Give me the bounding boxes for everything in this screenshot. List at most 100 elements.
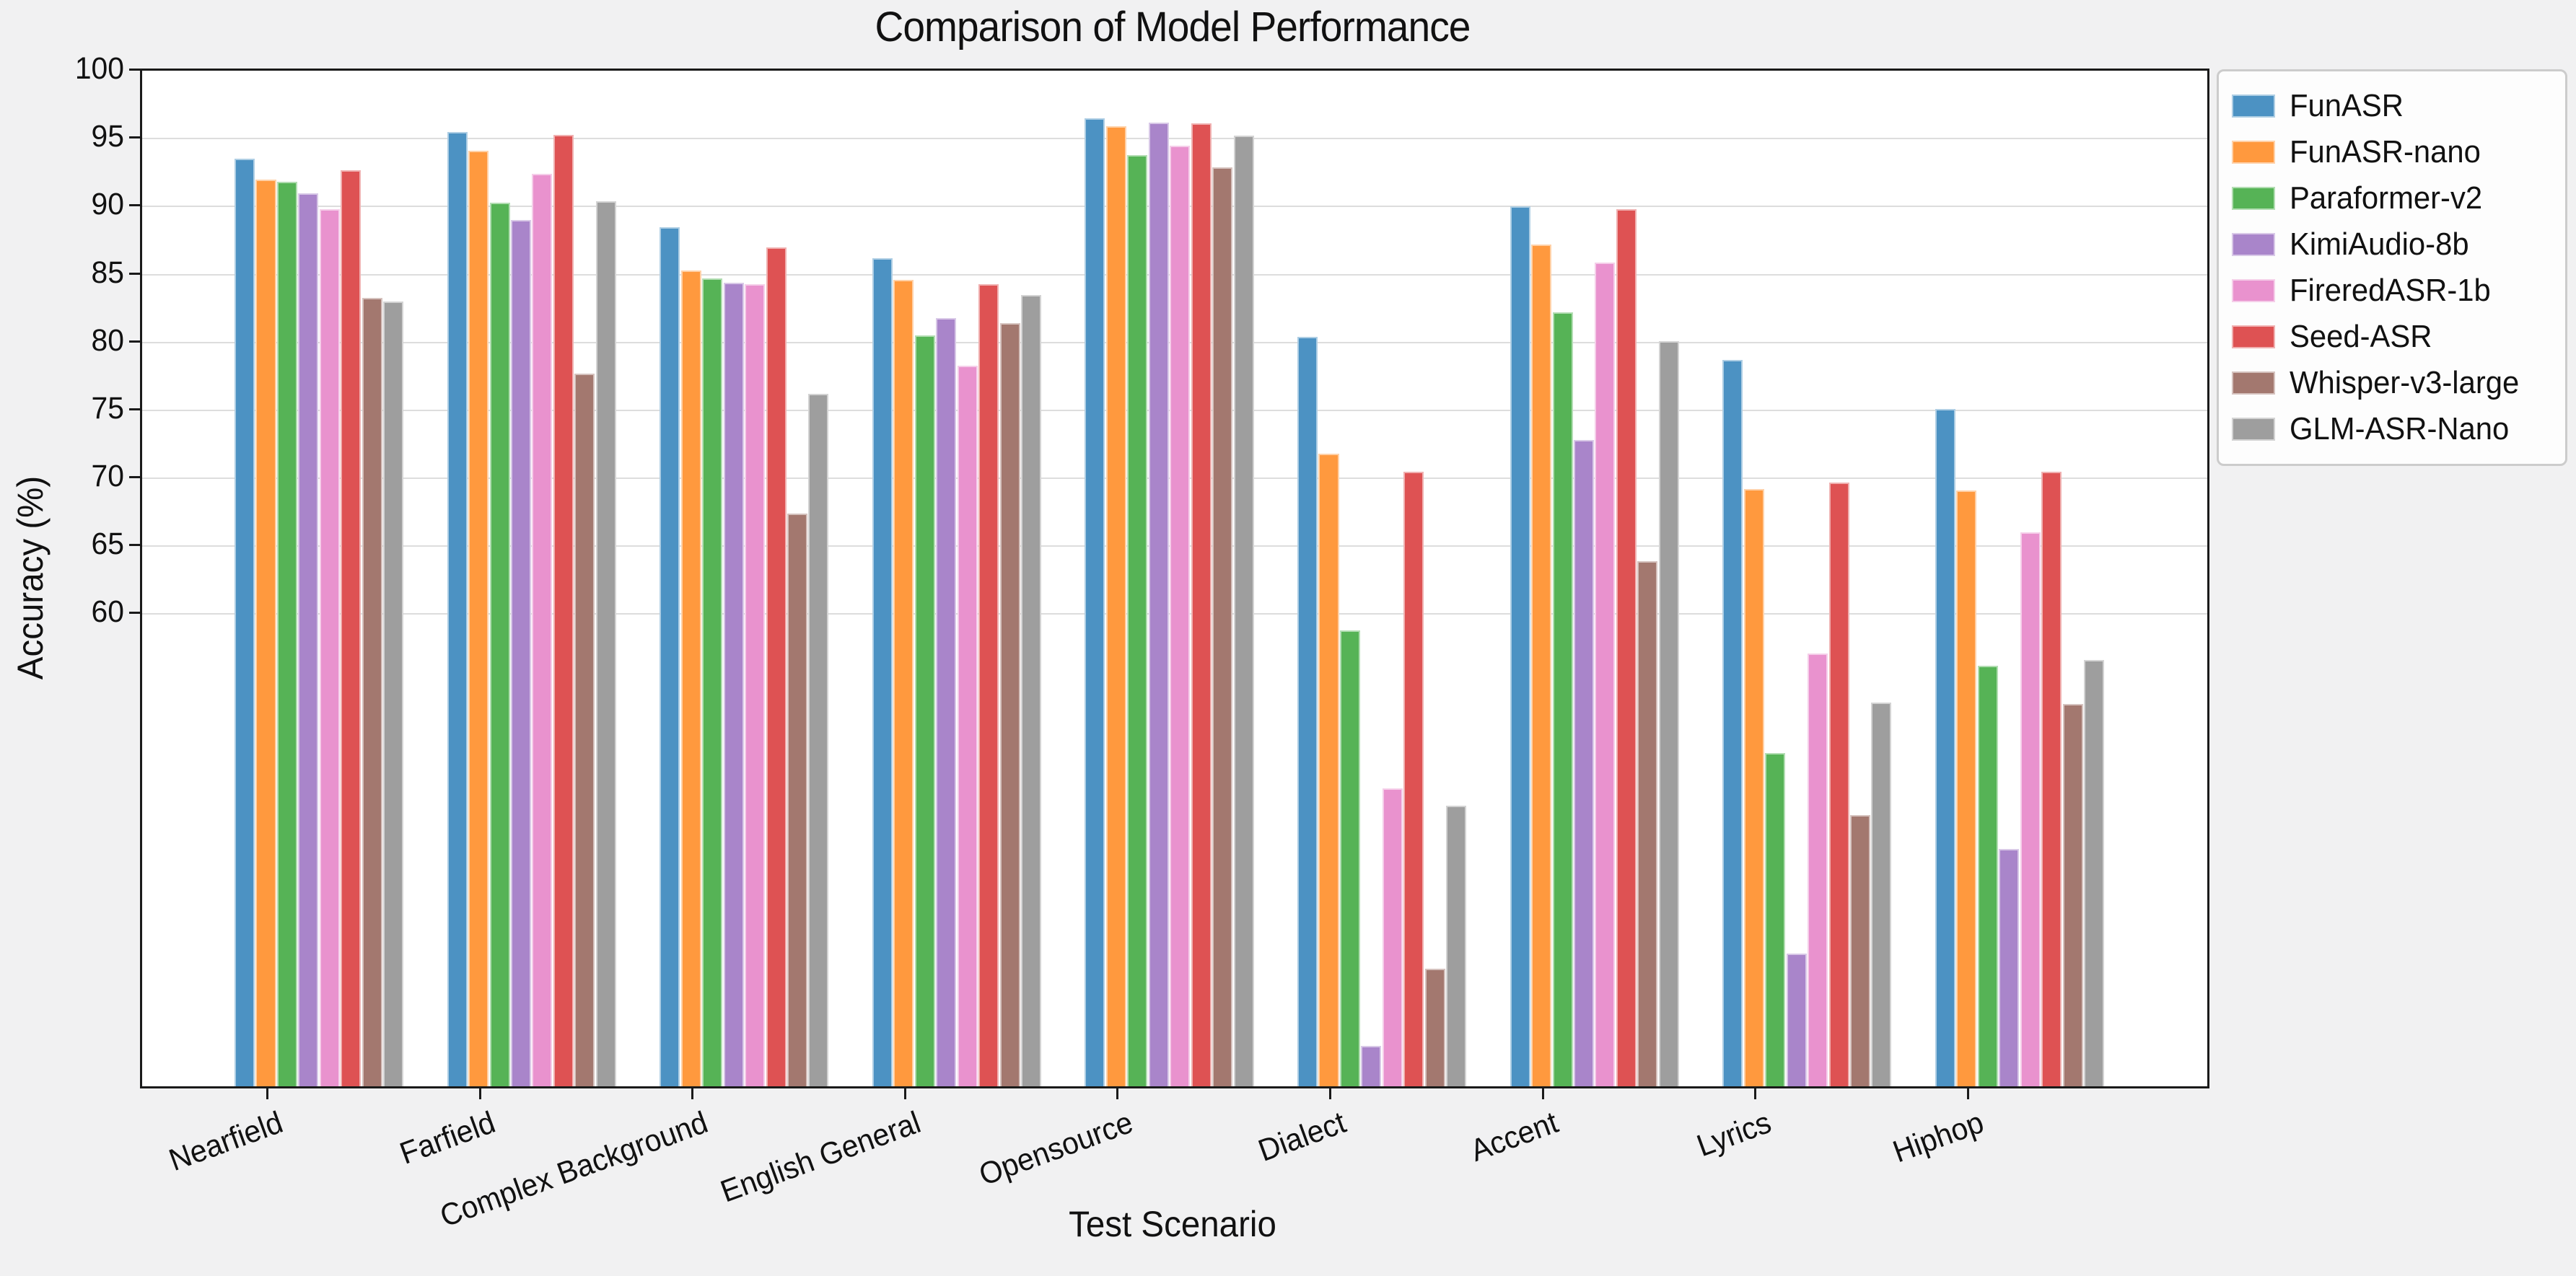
legend-item-glm-asr-nano: GLM-ASR-Nano — [2232, 406, 2552, 452]
legend-label: FunASR-nano — [2290, 134, 2481, 170]
bar-lyrics-whisper-v3-large — [1849, 815, 1870, 1086]
bar-lyrics-kimiaudio-8b — [1786, 954, 1807, 1086]
y-tick-label-100: 100 — [74, 51, 124, 86]
bar-accent-paraformer-v2 — [1552, 312, 1573, 1086]
x-tick-label-hiphop: Hiphop — [1888, 1105, 1988, 1170]
bar-nearfield-glm-asr-nano — [383, 302, 404, 1086]
legend-label: FunASR — [2290, 88, 2404, 123]
bar-lyrics-glm-asr-nano — [1871, 702, 1892, 1086]
legend-swatch-glm-asr-nano — [2232, 418, 2275, 441]
x-tick-mark-5 — [1116, 1088, 1119, 1099]
x-tick-mark-1 — [266, 1088, 268, 1099]
legend-label: FireredASR-1b — [2290, 273, 2491, 308]
legend-swatch-fireredasr-1b — [2232, 279, 2275, 302]
bar-farfield-whisper-v3-large — [574, 374, 595, 1086]
legend-item-fireredasr-1b: FireredASR-1b — [2232, 268, 2552, 314]
bar-dialect-paraformer-v2 — [1339, 630, 1360, 1086]
plot-area — [140, 69, 2209, 1088]
bar-opensource-funasr-nano — [1105, 126, 1126, 1086]
bar-dialect-seed-asr — [1403, 471, 1424, 1086]
bar-english-general-funasr — [872, 258, 893, 1086]
bar-english-general-fireredasr-1b — [957, 365, 978, 1086]
x-tick-label-english-general: English General — [716, 1105, 925, 1210]
y-tick-mark-100 — [129, 69, 140, 71]
bar-opensource-kimiaudio-8b — [1148, 122, 1169, 1086]
bar-dialect-whisper-v3-large — [1424, 969, 1445, 1086]
bar-english-general-glm-asr-nano — [1021, 294, 1042, 1086]
bar-hiphop-glm-asr-nano — [2084, 660, 2105, 1086]
legend-item-paraformer-v2: Paraformer-v2 — [2232, 175, 2552, 221]
bar-farfield-glm-asr-nano — [595, 201, 616, 1086]
bar-accent-seed-asr — [1616, 209, 1637, 1086]
y-tick-label-80: 80 — [91, 322, 124, 358]
bar-complex-background-glm-asr-nano — [808, 394, 829, 1086]
bar-hiphop-seed-asr — [2041, 471, 2062, 1086]
bar-opensource-paraformer-v2 — [1127, 154, 1148, 1086]
bar-nearfield-kimiaudio-8b — [298, 193, 319, 1086]
y-tick-label-75: 75 — [91, 390, 124, 426]
x-tick-mark-2 — [478, 1088, 481, 1099]
bar-farfield-seed-asr — [553, 134, 574, 1086]
bar-accent-funasr — [1510, 206, 1530, 1086]
legend-label: GLM-ASR-Nano — [2290, 411, 2510, 446]
bar-lyrics-funasr-nano — [1743, 489, 1764, 1086]
y-tick-mark-80 — [129, 340, 140, 343]
y-tick-label-65: 65 — [91, 527, 124, 562]
y-tick-mark-90 — [129, 204, 140, 207]
bar-hiphop-funasr-nano — [1956, 490, 1977, 1086]
x-tick-mark-3 — [691, 1088, 694, 1099]
bar-english-general-funasr-nano — [893, 280, 914, 1086]
y-tick-mark-65 — [129, 544, 140, 547]
bar-nearfield-seed-asr — [341, 170, 362, 1086]
bar-complex-background-funasr — [660, 226, 680, 1086]
legend-label: KimiAudio-8b — [2290, 226, 2469, 262]
bar-accent-fireredasr-1b — [1595, 262, 1616, 1086]
gridline-y-95 — [142, 138, 2207, 140]
bar-complex-background-kimiaudio-8b — [723, 282, 744, 1086]
chart-title: Comparison of Model Performance — [875, 4, 1471, 50]
bar-accent-kimiaudio-8b — [1573, 440, 1595, 1086]
bar-english-general-paraformer-v2 — [914, 335, 935, 1086]
y-tick-mark-85 — [129, 272, 140, 275]
bar-nearfield-paraformer-v2 — [276, 182, 297, 1086]
x-tick-mark-6 — [1329, 1088, 1331, 1099]
legend-swatch-seed-asr — [2232, 325, 2275, 348]
y-tick-mark-60 — [129, 612, 140, 615]
y-tick-label-70: 70 — [91, 459, 124, 494]
bar-dialect-funasr — [1297, 337, 1318, 1086]
bar-farfield-funasr — [447, 131, 468, 1086]
bar-opensource-fireredasr-1b — [1170, 145, 1191, 1086]
bar-nearfield-fireredasr-1b — [319, 209, 340, 1086]
bar-english-general-kimiaudio-8b — [936, 317, 957, 1086]
legend-item-whisper-v3-large: Whisper-v3-large — [2232, 360, 2552, 406]
legend-swatch-whisper-v3-large — [2232, 371, 2275, 395]
x-tick-label-opensource: Opensource — [974, 1105, 1138, 1193]
y-tick-label-85: 85 — [91, 255, 124, 290]
y-tick-mark-70 — [129, 476, 140, 479]
legend-item-kimiaudio-8b: KimiAudio-8b — [2232, 221, 2552, 268]
y-tick-label-60: 60 — [91, 594, 124, 630]
bar-dialect-funasr-nano — [1318, 454, 1339, 1086]
bar-complex-background-whisper-v3-large — [787, 514, 807, 1086]
x-axis-label: Test Scenario — [1069, 1204, 1276, 1244]
x-tick-label-lyrics: Lyrics — [1692, 1105, 1776, 1164]
bar-english-general-whisper-v3-large — [999, 323, 1020, 1086]
bar-accent-funasr-nano — [1531, 245, 1552, 1086]
bar-nearfield-whisper-v3-large — [362, 297, 382, 1086]
bar-opensource-funasr — [1085, 118, 1105, 1086]
bar-farfield-funasr-nano — [468, 151, 489, 1086]
bar-dialect-glm-asr-nano — [1446, 806, 1467, 1086]
legend-label: Whisper-v3-large — [2290, 365, 2520, 400]
bar-lyrics-funasr — [1722, 360, 1743, 1086]
legend-item-funasr-nano: FunASR-nano — [2232, 129, 2552, 175]
x-tick-mark-7 — [1541, 1088, 1544, 1099]
bar-nearfield-funasr — [235, 159, 255, 1086]
x-tick-label-accent: Accent — [1466, 1105, 1563, 1169]
bar-hiphop-fireredasr-1b — [2020, 532, 2041, 1086]
bar-hiphop-funasr — [1935, 409, 1955, 1086]
legend-label: Paraformer-v2 — [2290, 180, 2483, 216]
bar-complex-background-paraformer-v2 — [702, 278, 723, 1086]
y-tick-mark-75 — [129, 408, 140, 410]
bar-lyrics-fireredasr-1b — [1808, 654, 1828, 1086]
